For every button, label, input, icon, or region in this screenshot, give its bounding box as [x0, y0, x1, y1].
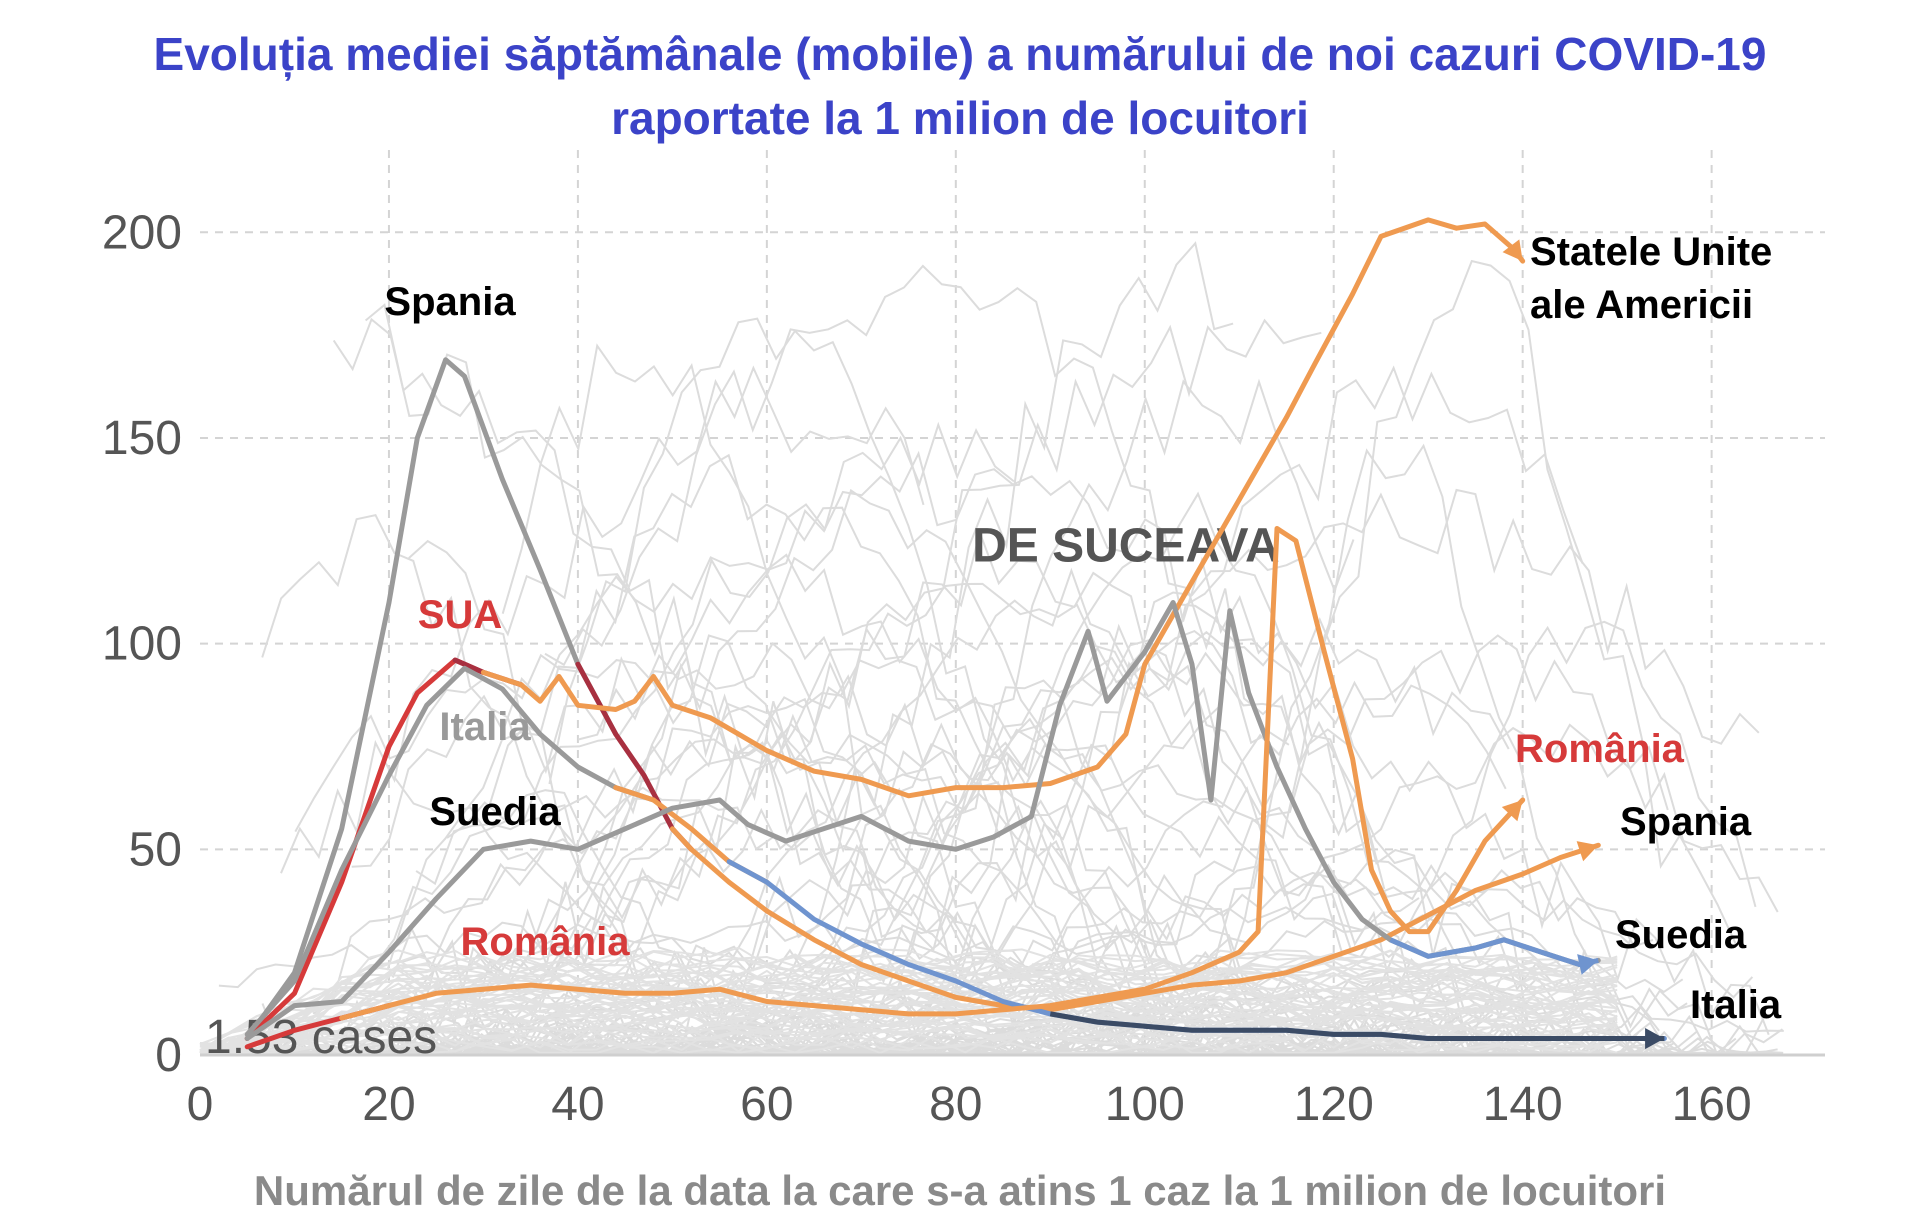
- chart-title-line2: raportate la 1 milion de locuitori: [611, 92, 1309, 144]
- y-tick-label: 100: [102, 618, 182, 671]
- chart-title: Evoluția mediei săptămânale (mobile) a n…: [0, 22, 1920, 150]
- series-line-românia: [339, 526, 1526, 1021]
- series-line-suedia-recent: [1389, 937, 1599, 967]
- x-tick-label: 60: [740, 1078, 793, 1131]
- x-tick-label: 160: [1672, 1078, 1752, 1131]
- background-low-line: [199, 1014, 1618, 1054]
- x-tick-label: 80: [929, 1078, 982, 1131]
- background-low-line: [199, 946, 1618, 1054]
- background-low-line: [199, 965, 1618, 1054]
- y-tick-label: 200: [102, 206, 182, 259]
- series-label: Statele Unite: [1530, 230, 1772, 274]
- chart-title-line1: Evoluția mediei săptămânale (mobile) a n…: [153, 28, 1767, 80]
- baseline-note: 1.53 cases: [205, 1011, 437, 1064]
- series-line-italia: [244, 665, 656, 1037]
- series-label: Suedia: [429, 790, 561, 834]
- background-low-line: [199, 1010, 1618, 1054]
- watermark: DE SUCEAVA: [972, 519, 1280, 572]
- background-low-line: [200, 994, 1618, 1054]
- series-label: Suedia: [1615, 913, 1747, 957]
- background-country-line: [280, 365, 925, 874]
- series-end-arrow: [1502, 239, 1523, 262]
- series-label: Spania: [384, 280, 516, 324]
- series-label: România: [1515, 727, 1685, 771]
- background-low-line: [199, 969, 1618, 1049]
- background-country-line: [446, 421, 1015, 839]
- x-tick-label: 0: [187, 1078, 214, 1131]
- series-label: SUA: [418, 593, 502, 637]
- series-line-spania: [669, 826, 1601, 1013]
- background-low-line: [199, 995, 1618, 1054]
- background-low-line: [199, 1035, 1618, 1055]
- background-low-line: [199, 1031, 1618, 1055]
- background-country-line: [413, 318, 1322, 1044]
- x-tick-label: 20: [362, 1078, 415, 1131]
- background-low-line: [199, 955, 1618, 1054]
- x-tick-label: 140: [1483, 1078, 1563, 1131]
- series-lines: [244, 217, 1667, 1050]
- x-axis-title: Numărul de zile de la data la care s-a a…: [254, 1167, 1666, 1214]
- background-low-line: [199, 1004, 1618, 1054]
- background-country-line: [386, 659, 1579, 1040]
- series-end-arrow: [1576, 841, 1599, 862]
- series-line-suedia: [244, 600, 1601, 1041]
- background-country-lines: [199, 241, 1784, 1057]
- series-label: ale Americii: [1530, 283, 1753, 327]
- series-end-arrow: [1501, 799, 1523, 822]
- background-country-line: [578, 450, 1770, 1036]
- y-tick-label: 50: [129, 823, 182, 876]
- series-label: Italia: [1690, 983, 1782, 1027]
- series-line-sua: [480, 217, 1526, 799]
- y-tick-label: 0: [155, 1029, 182, 1082]
- background-low-line: [200, 988, 1618, 1054]
- background-country-line: [544, 264, 1718, 1054]
- background-country-line: [415, 786, 1022, 981]
- background-low-line: [200, 958, 1618, 1054]
- x-tick-label: 100: [1105, 1078, 1185, 1131]
- x-tick-label: 120: [1294, 1078, 1374, 1131]
- x-tick-label: 40: [551, 1078, 604, 1131]
- series-line-italia-recent: [1049, 1011, 1665, 1041]
- series-label: Spania: [1620, 800, 1752, 844]
- series-line-spania: [244, 357, 619, 1041]
- y-tick-label: 150: [102, 412, 182, 465]
- series-label: Italia: [439, 705, 531, 749]
- background-low-line: [199, 1014, 1618, 1054]
- series-label: România: [461, 920, 631, 964]
- background-country-line: [335, 863, 1754, 1055]
- background-low-line: [199, 1024, 1618, 1054]
- background-country-line: [544, 617, 1510, 1015]
- series-end-arrow: [1645, 1027, 1665, 1050]
